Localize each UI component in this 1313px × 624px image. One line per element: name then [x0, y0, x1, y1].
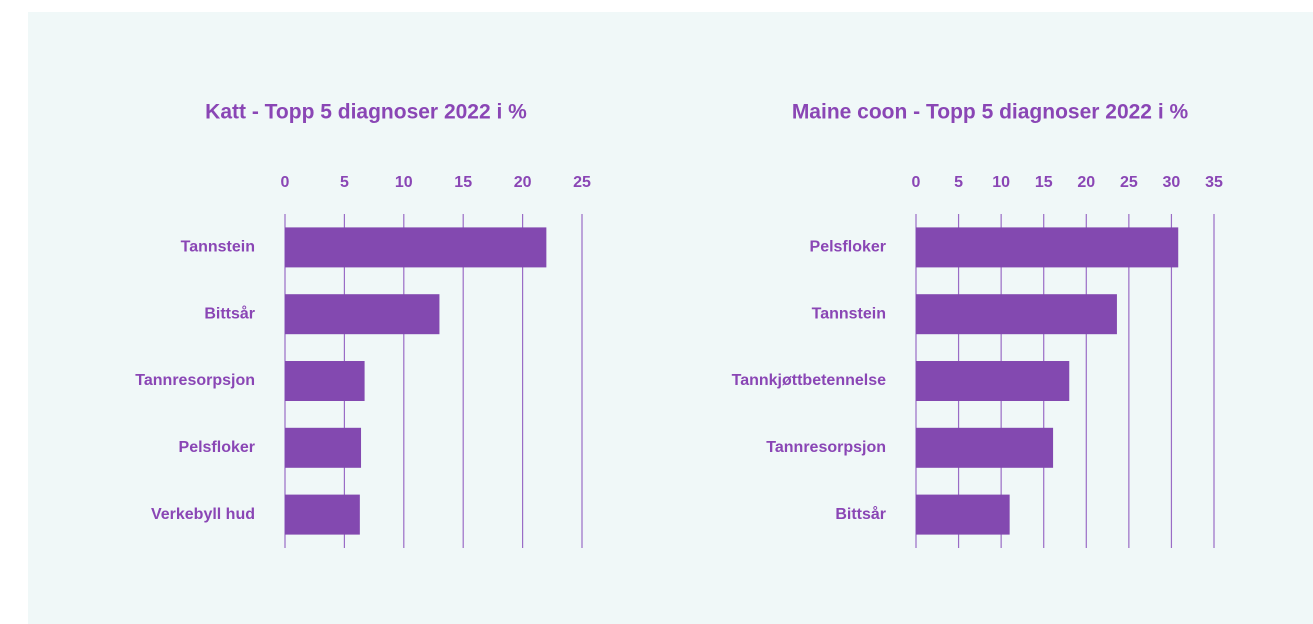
bar — [285, 427, 362, 468]
bar — [285, 227, 547, 268]
x-tick-label: 35 — [1205, 174, 1223, 191]
x-tick-label: 20 — [514, 174, 532, 191]
y-tick-label: Tannkjøttbetennelse — [732, 372, 886, 389]
x-tick-label: 0 — [912, 174, 921, 191]
y-tick-label: Bittsår — [204, 304, 255, 322]
x-tick-label: 20 — [1077, 174, 1095, 191]
y-tick-label: Bittsår — [835, 505, 886, 523]
x-tick-label: 15 — [454, 174, 472, 191]
x-tick-label: 10 — [395, 174, 413, 191]
bar — [285, 361, 365, 401]
bar — [916, 361, 1070, 401]
y-tick-label: Tannstein — [181, 239, 255, 256]
x-tick-label: 15 — [1035, 174, 1053, 191]
chart-title: Katt - Topp 5 diagnoser 2022 i % — [205, 101, 527, 124]
chart-title: Maine coon - Topp 5 diagnoser 2022 i % — [792, 101, 1189, 124]
bar — [285, 494, 360, 535]
bar — [285, 294, 440, 335]
y-tick-label: Tannstein — [812, 305, 886, 322]
x-tick-label: 5 — [340, 174, 349, 191]
y-tick-label: Tannresorpsjon — [135, 372, 255, 389]
y-tick-label: Tannresorpsjon — [766, 439, 886, 456]
bar — [916, 227, 1179, 268]
bar — [916, 294, 1117, 335]
y-tick-label: Pelsfloker — [810, 239, 886, 256]
x-tick-label: 5 — [954, 174, 963, 191]
x-tick-label: 25 — [1120, 174, 1138, 191]
y-tick-label: Pelsfloker — [179, 439, 255, 456]
x-tick-label: 25 — [573, 174, 591, 191]
bar — [916, 427, 1054, 468]
x-tick-label: 10 — [992, 174, 1010, 191]
x-tick-label: 30 — [1163, 174, 1181, 191]
x-tick-label: 0 — [281, 174, 290, 191]
bar — [916, 494, 1010, 535]
y-tick-label: Verkebyll hud — [151, 506, 255, 523]
